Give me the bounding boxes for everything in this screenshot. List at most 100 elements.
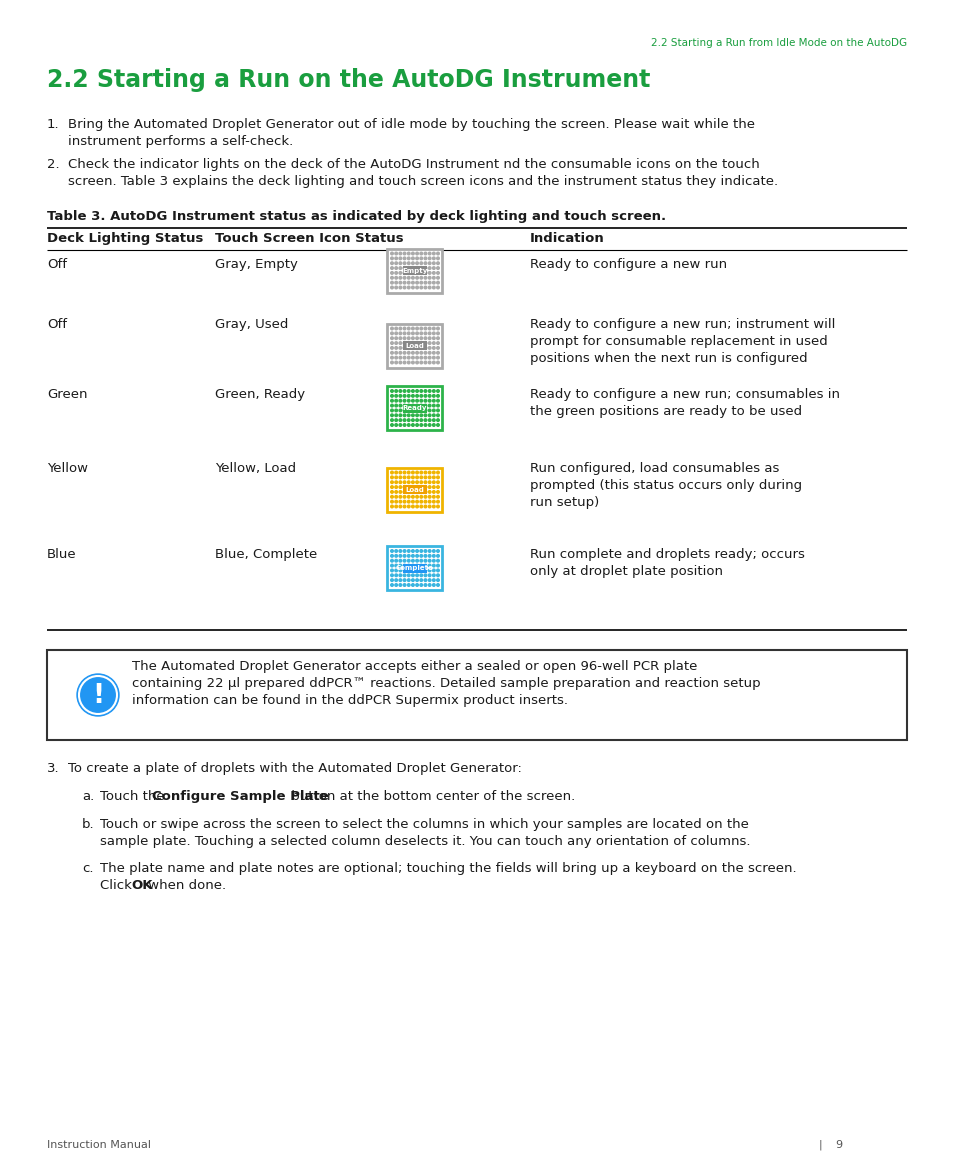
Circle shape — [403, 253, 405, 255]
Circle shape — [416, 554, 418, 557]
Circle shape — [436, 501, 438, 503]
Circle shape — [395, 356, 397, 359]
Circle shape — [424, 414, 426, 416]
Circle shape — [395, 253, 397, 255]
Circle shape — [428, 389, 431, 392]
Circle shape — [411, 486, 414, 488]
Circle shape — [419, 501, 422, 503]
Circle shape — [416, 414, 418, 416]
Circle shape — [432, 505, 435, 508]
Circle shape — [77, 675, 119, 716]
Circle shape — [432, 418, 435, 422]
Circle shape — [407, 351, 410, 355]
Circle shape — [436, 262, 438, 264]
Circle shape — [391, 389, 393, 392]
Circle shape — [395, 549, 397, 553]
Circle shape — [398, 277, 401, 279]
Text: Check the indicator lights on the deck of the AutoDG Instrument nd the consumabl: Check the indicator lights on the deck o… — [68, 158, 778, 188]
Circle shape — [428, 574, 431, 576]
Circle shape — [403, 501, 405, 503]
Circle shape — [416, 394, 418, 398]
Circle shape — [391, 351, 393, 355]
Circle shape — [411, 362, 414, 364]
Text: Gray, Used: Gray, Used — [214, 318, 288, 331]
Circle shape — [424, 271, 426, 275]
Circle shape — [395, 481, 397, 483]
Circle shape — [79, 676, 117, 714]
Text: To create a plate of droplets with the Automated Droplet Generator:: To create a plate of droplets with the A… — [68, 761, 521, 775]
Circle shape — [436, 400, 438, 402]
Circle shape — [411, 578, 414, 582]
Circle shape — [419, 578, 422, 582]
Circle shape — [398, 347, 401, 349]
Circle shape — [398, 569, 401, 571]
Circle shape — [411, 327, 414, 330]
Circle shape — [428, 578, 431, 582]
Circle shape — [391, 472, 393, 474]
Circle shape — [424, 501, 426, 503]
Text: a.: a. — [82, 790, 94, 803]
Circle shape — [428, 362, 431, 364]
Circle shape — [407, 253, 410, 255]
Circle shape — [398, 389, 401, 392]
Bar — [387, 386, 442, 430]
Text: Deck Lighting Status: Deck Lighting Status — [47, 232, 203, 245]
Circle shape — [428, 257, 431, 260]
Circle shape — [436, 584, 438, 586]
Circle shape — [411, 356, 414, 359]
Text: Green: Green — [47, 388, 88, 401]
Circle shape — [419, 262, 422, 264]
Circle shape — [395, 472, 397, 474]
Bar — [387, 546, 442, 590]
Circle shape — [436, 476, 438, 479]
Circle shape — [432, 362, 435, 364]
Circle shape — [432, 333, 435, 335]
Circle shape — [398, 564, 401, 567]
Circle shape — [411, 400, 414, 402]
Circle shape — [407, 262, 410, 264]
Circle shape — [436, 472, 438, 474]
Circle shape — [436, 549, 438, 553]
Circle shape — [403, 271, 405, 275]
Circle shape — [391, 342, 393, 344]
Circle shape — [403, 505, 405, 508]
Circle shape — [407, 271, 410, 275]
Circle shape — [391, 337, 393, 340]
Circle shape — [395, 286, 397, 289]
Bar — [387, 248, 442, 292]
Text: Run complete and droplets ready; occurs
only at droplet plate position: Run complete and droplets ready; occurs … — [530, 548, 804, 578]
Circle shape — [395, 327, 397, 330]
Circle shape — [436, 286, 438, 289]
Circle shape — [398, 267, 401, 269]
Circle shape — [395, 490, 397, 494]
Circle shape — [436, 409, 438, 411]
Circle shape — [432, 496, 435, 498]
Circle shape — [407, 400, 410, 402]
Circle shape — [436, 414, 438, 416]
Circle shape — [432, 400, 435, 402]
Circle shape — [419, 496, 422, 498]
Circle shape — [391, 418, 393, 422]
Circle shape — [395, 351, 397, 355]
Circle shape — [391, 356, 393, 359]
Circle shape — [407, 409, 410, 411]
Circle shape — [407, 337, 410, 340]
Circle shape — [395, 424, 397, 427]
Circle shape — [407, 569, 410, 571]
Circle shape — [436, 362, 438, 364]
Circle shape — [432, 490, 435, 494]
Circle shape — [411, 262, 414, 264]
Circle shape — [436, 564, 438, 567]
Text: OK: OK — [132, 879, 152, 892]
Circle shape — [428, 414, 431, 416]
Circle shape — [395, 267, 397, 269]
Circle shape — [419, 271, 422, 275]
Circle shape — [419, 481, 422, 483]
Circle shape — [398, 424, 401, 427]
Circle shape — [395, 262, 397, 264]
Circle shape — [436, 486, 438, 488]
Circle shape — [432, 414, 435, 416]
Circle shape — [416, 574, 418, 576]
Circle shape — [419, 342, 422, 344]
Circle shape — [424, 389, 426, 392]
